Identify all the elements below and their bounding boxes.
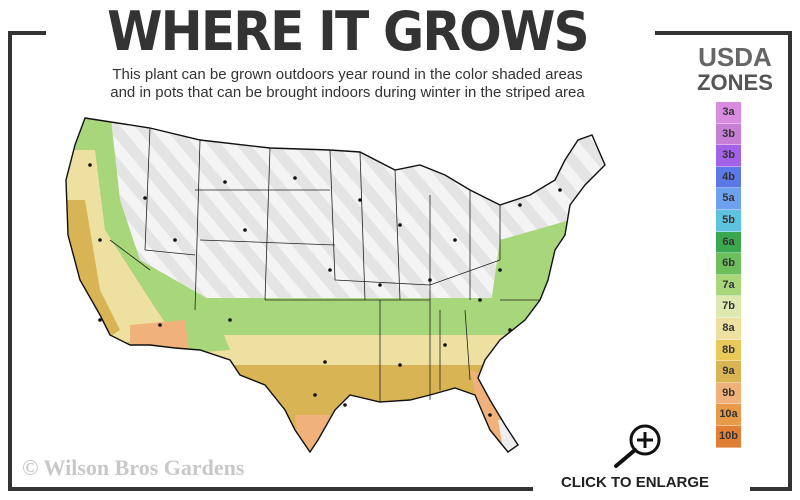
frame-line	[8, 31, 46, 35]
legend-zone-8a: 8a	[716, 317, 741, 340]
click-to-enlarge-button[interactable]: CLICK TO ENLARGE	[560, 474, 710, 491]
usda-zone-legend: 3a 3b 3b 4b 5a 5b 6a 6b 7a 7b 8a 8b 9a 9b 10a 10b	[716, 102, 741, 448]
legend-zone-10a: 10a	[716, 404, 741, 426]
legend-zone-3b: 3b	[716, 145, 741, 167]
zoom-in-icon[interactable]	[610, 420, 666, 470]
legend-title: USDA	[698, 42, 772, 72]
legend-zone-6a: 6a	[716, 231, 741, 254]
legend-zone-8b: 8b	[716, 339, 741, 362]
frame-line	[750, 487, 792, 491]
legend-zone-4b: 4b	[716, 166, 741, 189]
subtitle-line: This plant can be grown outdoors year ro…	[112, 66, 583, 83]
legend-zone-7b: 7b	[716, 296, 741, 318]
legend-zone-3b: 3b	[716, 123, 741, 146]
legend-zone-5b: 5b	[716, 209, 741, 232]
legend-zone-10b: 10b	[716, 425, 741, 448]
city-dots	[88, 163, 562, 417]
frame-line	[655, 31, 792, 35]
frame-line	[788, 31, 792, 491]
legend-zone-6b: 6b	[716, 253, 741, 275]
legend-zone-7a: 7a	[716, 274, 741, 297]
subtitle-line: and in pots that can be brought indoors …	[110, 84, 585, 101]
state-borders	[109, 127, 540, 402]
copyright-watermark: © Wilson Bros Gardens	[22, 455, 245, 480]
legend-zone-5a: 5a	[716, 188, 741, 210]
legend-subtitle: ZONES	[697, 70, 773, 95]
frame-line	[8, 31, 12, 491]
page-title: WHERE IT GROWS	[107, 0, 590, 63]
legend-zone-9a: 9a	[716, 361, 741, 383]
legend-zone-3a: 3a	[716, 102, 741, 124]
frame-line	[8, 487, 533, 491]
legend-zone-9b: 9b	[716, 382, 741, 405]
